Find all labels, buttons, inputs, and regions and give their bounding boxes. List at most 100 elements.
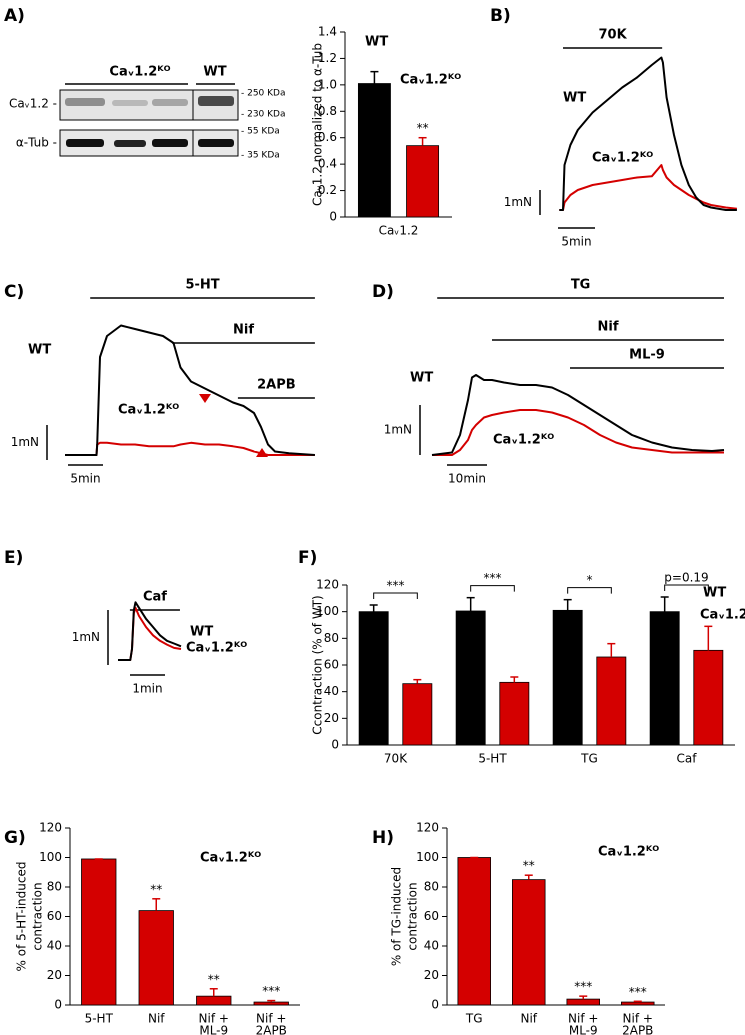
y-tick-label: 1.0 — [318, 77, 337, 91]
blot-group-label: Caᵥ1.2ᴷᴼ — [109, 65, 170, 80]
scale-label-y: 1mN — [504, 195, 532, 209]
y-tick-label: 40 — [424, 939, 439, 953]
x-tick-label: 5-HT — [478, 752, 507, 766]
x-tick-label: Nif + — [256, 1012, 286, 1026]
y-tick-label: 120 — [39, 821, 62, 835]
x-tick-label: TG — [580, 752, 598, 766]
bar — [358, 611, 389, 746]
legend-label: WT — [365, 35, 388, 50]
treatment-label: Nif — [598, 320, 619, 335]
y-tick-label: 0.6 — [318, 130, 337, 144]
y-tick-label: 20 — [47, 968, 62, 982]
scale-label-x: 5min — [561, 235, 591, 249]
x-tick-label: 2APB — [622, 1024, 653, 1035]
y-tick-label: 0.2 — [318, 183, 337, 197]
y-tick-label: 80 — [424, 880, 439, 894]
trace-label: Caᵥ1.2ᴷᴼ — [186, 641, 247, 656]
trace-label: WT — [28, 343, 51, 358]
y-tick-label: 0 — [54, 998, 62, 1012]
x-tick-label: Caᵥ1.2 — [379, 224, 419, 238]
blot-band — [198, 96, 234, 106]
x-tick-label: Nif + — [568, 1012, 598, 1026]
x-tick-label: Nif — [520, 1012, 537, 1026]
bar — [196, 995, 232, 1006]
x-tick-label: Nif + — [623, 1012, 653, 1026]
legend-label: WT — [703, 586, 726, 601]
blot-size-label: - 35 KDa — [241, 151, 280, 161]
trace-label: WT — [410, 371, 433, 386]
x-tick-label: ML-9 — [199, 1024, 228, 1035]
significance-label: ** — [417, 121, 429, 135]
significance-bracket — [664, 584, 709, 591]
blot-size-label: - 55 KDa — [241, 127, 280, 137]
trace-line — [559, 164, 738, 211]
y-axis-label: contraction — [406, 882, 420, 950]
treatment-label: 5-HT — [185, 278, 219, 293]
trace-line — [431, 374, 725, 456]
panel-label: H) — [372, 828, 394, 848]
bar — [621, 1001, 655, 1006]
blot-band — [152, 99, 188, 106]
y-tick-label: 0 — [331, 738, 339, 752]
x-tick-label: Caf — [677, 752, 698, 766]
y-axis-label: % of TG-induced — [390, 867, 404, 966]
bar — [649, 611, 680, 746]
x-tick-label: 2APB — [256, 1024, 287, 1035]
significance-label: ** — [208, 972, 220, 986]
bar — [81, 858, 117, 1006]
trace-line — [65, 441, 315, 456]
blot-band — [112, 100, 148, 106]
significance-label: *** — [387, 579, 405, 593]
trace-line — [559, 56, 737, 211]
significance-bracket — [567, 587, 612, 594]
bar — [499, 681, 530, 746]
y-axis-label: Ccontraction (% of WT) — [311, 595, 325, 734]
western-blot: Caᵥ1.2ᴷᴼ WT Caᵥ1.2 - α-Tub - - 250 KDa -… — [9, 65, 285, 161]
blot-size-label: - 250 KDa — [241, 89, 286, 99]
y-tick-label: 100 — [316, 604, 339, 618]
y-axis-label: % of 5-HT-induced — [15, 862, 29, 972]
trace-label: Caᵥ1.2ᴷᴼ — [118, 403, 179, 418]
treatment-label: Nif — [233, 323, 254, 338]
panel-label: B) — [490, 6, 511, 26]
y-tick-label: 80 — [324, 631, 339, 645]
trace-label: Caᵥ1.2ᴷᴼ — [493, 433, 554, 448]
scale-label-x: 5min — [70, 472, 100, 486]
bar — [357, 83, 391, 218]
scale-label-x: 10min — [448, 472, 486, 486]
y-tick-label: 20 — [424, 968, 439, 982]
trace-label: Caᵥ1.2ᴷᴼ — [592, 151, 653, 166]
trace-label: WT — [190, 625, 213, 640]
y-axis-label: Caᵥ1.2 normalized to α-Tub — [311, 43, 325, 206]
blot-row-label: α-Tub - — [16, 136, 57, 150]
significance-label: ** — [523, 859, 535, 873]
arrowhead — [199, 394, 211, 403]
trace-line — [432, 409, 724, 456]
bar — [596, 656, 627, 746]
treatment-label: 70K — [598, 28, 627, 43]
y-tick-label: 120 — [416, 821, 439, 835]
treatment-label: 2APB — [257, 378, 296, 393]
panel-label: G) — [4, 828, 26, 848]
y-tick-label: 20 — [324, 711, 339, 725]
y-tick-label: 60 — [47, 909, 62, 923]
blot-band — [198, 139, 234, 147]
x-tick-label: Nif — [148, 1012, 165, 1026]
panel-label: A) — [4, 6, 25, 26]
x-tick-label: ML-9 — [569, 1024, 598, 1035]
trace-line — [65, 324, 315, 456]
legend-label: Caᵥ1.2ᴷᴼ — [200, 851, 261, 866]
x-tick-label: Nif + — [199, 1012, 229, 1026]
x-tick-label: 70K — [384, 752, 408, 766]
legend-label: Caᵥ1.2ᴷᴼ — [598, 845, 659, 860]
significance-bracket — [470, 585, 515, 592]
x-tick-label: TG — [465, 1012, 483, 1026]
panel-label: E) — [4, 548, 23, 568]
blot-row-label: Caᵥ1.2 - — [9, 97, 57, 111]
trace-line — [118, 601, 182, 661]
significance-label: *** — [262, 984, 280, 998]
y-tick-label: 0.4 — [318, 157, 337, 171]
panel-label: C) — [4, 282, 24, 302]
y-tick-label: 100 — [416, 850, 439, 864]
y-tick-label: 60 — [424, 909, 439, 923]
